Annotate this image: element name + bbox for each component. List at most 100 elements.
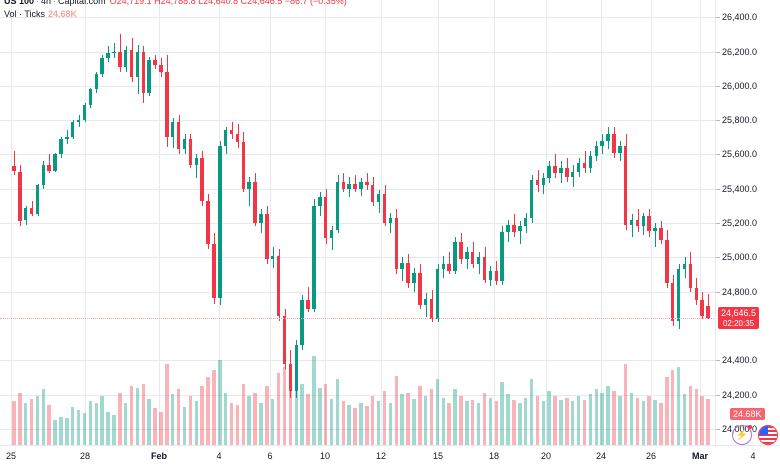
volume-bar — [547, 391, 551, 446]
price-tick-mark — [716, 291, 720, 293]
volume-value-badge[interactable]: 24.68K — [730, 408, 765, 420]
candle-body — [270, 255, 275, 259]
chart-plot-area[interactable] — [0, 0, 716, 446]
candle-body — [153, 60, 157, 66]
volume-bar — [423, 396, 428, 446]
candle-body — [512, 224, 516, 232]
candle-body — [188, 138, 193, 165]
candle-body — [223, 130, 228, 146]
price-tick-text: 25,000.0 — [722, 252, 758, 263]
price-tick-text: 26,400.0 — [722, 12, 758, 23]
lightning-glyph: ⚡ — [735, 429, 749, 441]
candle-body — [323, 197, 328, 239]
candle-body — [476, 257, 481, 265]
candle-body — [606, 133, 610, 141]
candle-body — [294, 344, 299, 392]
candle-body — [170, 121, 175, 138]
candle-body — [394, 217, 399, 270]
volume-bar — [335, 378, 340, 446]
candle-body — [259, 214, 263, 223]
volume-bar — [488, 397, 493, 446]
price-tick-label: 25,600.0 — [716, 149, 757, 159]
candle-body — [494, 271, 499, 282]
symbol-legend-row[interactable]: US 100 · 4h · Capital.com O24,719.1 H24,788.8… — [4, 0, 347, 7]
volume-bar — [406, 392, 410, 446]
candle-wick — [449, 252, 451, 275]
candle-body — [194, 157, 199, 165]
price-tick-label: 25,400.0 — [716, 184, 757, 194]
candle-body — [318, 197, 322, 206]
candle-wick — [390, 212, 392, 234]
candle-body — [306, 300, 310, 309]
candle-body — [459, 241, 463, 260]
candle-body — [88, 89, 93, 105]
volume-bar — [106, 411, 110, 446]
candle-wick — [13, 151, 15, 175]
candle-wick — [308, 286, 310, 313]
price-tick-label: 26,400.0 — [716, 12, 758, 23]
chart-legend: US 100 · 4h · Capital.com O24,719.1 H24,788.8… — [4, 0, 347, 20]
candle-body — [129, 49, 134, 78]
volume-bar — [682, 394, 687, 446]
candle-body — [559, 168, 563, 174]
volume-bar — [570, 401, 575, 446]
volume-bar — [23, 403, 28, 446]
candle-body — [488, 271, 493, 280]
volume-bar — [518, 403, 522, 446]
volume-bar — [223, 392, 228, 446]
volume-bar — [265, 385, 269, 446]
volume-indicator-label[interactable]: Vol · Ticks — [4, 9, 46, 19]
vertical-gridline — [381, 0, 382, 446]
candle-body — [218, 145, 222, 299]
symbol-name[interactable]: US 100 — [4, 0, 35, 6]
volume-bar — [341, 401, 346, 446]
lightning-alert-icon[interactable]: ⚡ — [732, 425, 752, 445]
us-flag-icon[interactable] — [758, 425, 778, 445]
timeframe-label[interactable]: 4h — [41, 0, 52, 6]
time-scale[interactable]: 25 28 Feb 4 6 10 12 15 18 20 24 26 Mar 4 — [0, 445, 780, 470]
volume-bar — [400, 394, 404, 446]
volume-bar — [418, 385, 422, 446]
volume-bar — [606, 385, 610, 446]
price-scale[interactable]: 26,400.0 26,200.0 26,000.0 25,800.0 25,600.0… — [715, 0, 780, 446]
candle-body — [200, 157, 204, 201]
price-tick-text: 26,200.0 — [722, 46, 758, 57]
price-tick-label: 26,200.0 — [716, 46, 758, 57]
volume-bar — [12, 401, 16, 446]
candle-body — [659, 228, 663, 241]
price-tick-mark — [716, 51, 720, 53]
last-price-badge[interactable]: 24,646.5 02:20:35 — [718, 306, 760, 329]
price-tick-text: 24,400.0 — [722, 355, 758, 366]
time-tick-label: 15 — [432, 451, 444, 461]
candle-body — [435, 269, 440, 319]
candle-body — [12, 166, 16, 172]
volume-bar — [459, 396, 463, 446]
volume-bar — [18, 392, 22, 446]
volume-legend-row[interactable]: Vol · Ticks 24.68K — [4, 9, 347, 20]
candle-body — [565, 168, 569, 177]
volume-bar — [559, 399, 563, 446]
price-tick-mark — [716, 85, 720, 87]
candle-body — [676, 269, 681, 321]
volume-bar — [694, 389, 699, 446]
volume-bar — [306, 394, 310, 446]
alert-dot-icon — [748, 425, 752, 429]
time-tick-label: 6 — [267, 451, 273, 461]
candle-body — [388, 217, 393, 223]
candle-body — [594, 145, 599, 157]
candle-body — [341, 181, 346, 189]
volume-bar — [465, 401, 469, 446]
volume-bar — [200, 385, 204, 446]
volume-bar — [300, 384, 304, 446]
volume-bar — [453, 389, 457, 446]
volume-bar — [235, 404, 240, 446]
candle-body — [406, 262, 410, 284]
volume-bar — [318, 387, 322, 446]
volume-bar — [529, 378, 534, 446]
candle-body — [282, 315, 287, 364]
horizontal-gridline — [0, 188, 716, 190]
volume-bar — [70, 407, 75, 446]
candle-body — [641, 216, 646, 227]
volume-bar — [535, 396, 540, 446]
